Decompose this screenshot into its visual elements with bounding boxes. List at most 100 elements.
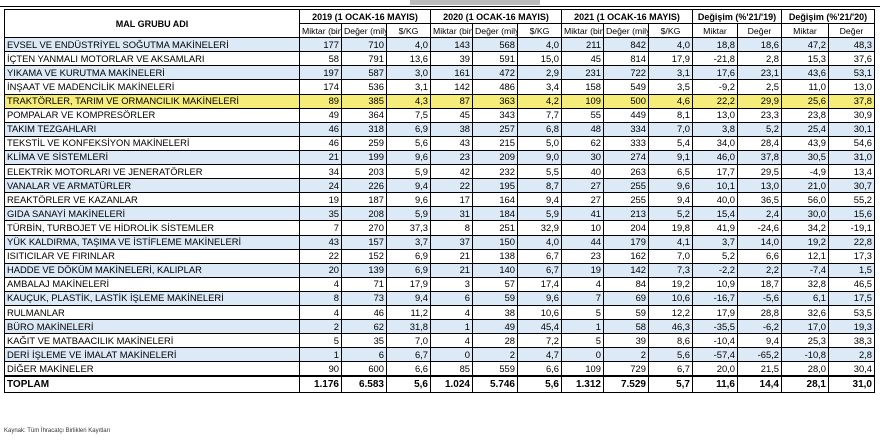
cell-2021-kg: 5,7 xyxy=(648,375,693,394)
cell-2019-kg: 37,3 xyxy=(386,220,431,236)
cell-2020-miktar: 22 xyxy=(430,178,473,194)
cell-2021-miktar: 62 xyxy=(561,135,604,151)
cell-2019-kg: 7,5 xyxy=(386,107,431,123)
cell-2021-kg: 9,6 xyxy=(648,178,693,194)
cell-chg19-miktar: 22,2 xyxy=(692,93,738,109)
cell-2020-miktar: 21 xyxy=(430,248,473,264)
cell-2019-kg: 6,9 xyxy=(386,248,431,264)
cell-chg20-deger: 17,3 xyxy=(828,248,875,264)
cell-chg20-miktar: 32,6 xyxy=(781,304,829,321)
cell-2020-deger: 363 xyxy=(472,93,518,109)
cell-2020-miktar: 143 xyxy=(430,37,473,53)
table-row: DERİ İŞLEME VE İMALAT MAKİNELERİ 1 6 6,7 0 2 4… xyxy=(4,347,875,363)
cell-2021-deger: 263 xyxy=(603,164,649,180)
cell-2020-kg: 5,5 xyxy=(517,164,562,180)
cell-2019-deger: 710 xyxy=(341,37,387,53)
cell-2021-miktar: 7 xyxy=(561,290,604,306)
cell-chg20-miktar: 25,3 xyxy=(781,333,829,349)
cell-2019-kg: 17,9 xyxy=(386,276,431,292)
cell-2021-miktar: 231 xyxy=(561,65,604,81)
table-row: TÜRBİN, TURBOJET VE HİDROLİK SİSTEMLER 7 2… xyxy=(4,220,875,236)
cell-2019-kg: 11,2 xyxy=(386,304,431,321)
cell-2019-miktar: 2 xyxy=(299,319,342,335)
cell-2020-kg: 6,6 xyxy=(517,361,562,377)
cell-2021-deger: 334 xyxy=(603,121,649,137)
cell-chg20-deger: 53,1 xyxy=(828,65,875,81)
cell-2019-deger: 157 xyxy=(341,234,387,250)
subheader-chg19-miktar: Miktar xyxy=(692,23,738,39)
cell-2021-kg: 17,9 xyxy=(648,51,693,67)
cell-2019-miktar: 1.176 xyxy=(299,375,342,394)
cell-2021-kg: 4,1 xyxy=(648,234,693,250)
cell-2021-deger: 7.529 xyxy=(603,375,649,394)
table-row: YÜK KALDIRMA, TAŞIMA VE İSTİFLEME MAKİNE… xyxy=(4,234,875,250)
year-2020-header: 2020 (1 OCAK-16 MAYIS) xyxy=(430,8,562,25)
row-label: TAKIM TEZGAHLARI xyxy=(4,121,300,137)
subheader-chg20-miktar: Miktar xyxy=(781,23,829,39)
row-label: TEKSTİL VE KONFEKSİYON MAKİNELERİ xyxy=(4,135,300,151)
table-row: TAKIM TEZGAHLARI 46 318 6,9 38 257 6,8 48 334 7,0… xyxy=(4,121,875,137)
subheader-2019-deger: Değer (milyon $) xyxy=(341,23,387,39)
cell-2019-kg: 5,9 xyxy=(386,206,431,222)
cell-chg20-miktar: -10,8 xyxy=(781,347,829,363)
cropped-title-bar xyxy=(410,0,540,5)
cell-2019-miktar: 19 xyxy=(299,192,342,208)
cell-2020-miktar: 87 xyxy=(430,93,473,109)
cell-2020-kg: 3,4 xyxy=(517,79,562,95)
top-cropped-title-strip xyxy=(0,0,880,7)
table-row: TRAKTÖRLER, TARIM VE ORMANCILIK MAKİNELE… xyxy=(4,93,875,109)
cell-chg19-deger: 29,9 xyxy=(737,93,782,109)
cell-2020-kg: 9,0 xyxy=(517,149,562,166)
cell-chg19-miktar: 10,9 xyxy=(692,276,738,292)
cell-chg19-deger: 13,0 xyxy=(737,178,782,194)
subheader-2021-miktar: Miktar (bin ton) xyxy=(561,23,604,39)
row-label: HADDE VE DÖKÜM MAKİNELERİ, KALIPLAR xyxy=(4,262,300,278)
cell-2019-deger: 587 xyxy=(341,65,387,81)
cell-chg19-miktar: 11,6 xyxy=(692,375,738,394)
cell-2019-kg: 4,3 xyxy=(386,93,431,109)
subheader-2019-kg: $/KG xyxy=(386,23,431,39)
table-row: EVSEL VE ENDÜSTRİYEL SOĞUTMA MAKİNELERİ 1… xyxy=(4,37,875,53)
cell-2019-miktar: 8 xyxy=(299,290,342,306)
cell-2021-deger: 59 xyxy=(603,304,649,321)
cell-chg20-deger: 54,6 xyxy=(828,135,875,151)
cell-chg20-miktar: 11,0 xyxy=(781,79,829,95)
cell-2021-miktar: 48 xyxy=(561,121,604,137)
cell-2019-kg: 3,7 xyxy=(386,234,431,250)
cell-chg19-miktar: 15,4 xyxy=(692,206,738,222)
row-label: ELEKTRİK MOTORLARI VE JENERATÖRLER xyxy=(4,164,300,180)
cell-2020-deger: 28 xyxy=(472,333,518,349)
cell-chg19-miktar: -9,2 xyxy=(692,79,738,95)
cell-chg19-deger: 14,0 xyxy=(737,234,782,250)
cell-2021-miktar: 40 xyxy=(561,164,604,180)
cell-2019-miktar: 21 xyxy=(299,149,342,166)
cell-chg19-deger: 29,5 xyxy=(737,164,782,180)
table-row: REAKTÖRLER VE KAZANLAR 19 187 9,6 17 164 9,4 27… xyxy=(4,192,875,208)
cell-2020-deger: 232 xyxy=(472,164,518,180)
cell-2021-miktar: 10 xyxy=(561,220,604,236)
cell-chg19-deger: 6,6 xyxy=(737,248,782,264)
cell-chg19-miktar: 17,9 xyxy=(692,304,738,321)
cell-2020-kg: 7,7 xyxy=(517,107,562,123)
cell-2020-miktar: 37 xyxy=(430,234,473,250)
cell-2020-deger: 57 xyxy=(472,276,518,292)
cell-chg19-deger: 2,4 xyxy=(737,206,782,222)
cell-2019-miktar: 174 xyxy=(299,79,342,95)
cell-2021-kg: 7,3 xyxy=(648,262,693,278)
cell-chg19-deger: -5,6 xyxy=(737,290,782,306)
cell-2021-miktar: 23 xyxy=(561,248,604,264)
cell-2019-miktar: 5 xyxy=(299,333,342,349)
cell-2020-kg: 4,7 xyxy=(517,347,562,363)
cell-2019-miktar: 1 xyxy=(299,347,342,363)
row-label: TOPLAM xyxy=(4,375,300,394)
cell-chg19-miktar: -16,7 xyxy=(692,290,738,306)
cell-chg19-miktar: 5,2 xyxy=(692,248,738,264)
row-label: KAĞIT VE MATBAACILIK MAKİNELERİ xyxy=(4,333,300,349)
year-2019-header: 2019 (1 OCAK-16 MAYIS) xyxy=(299,8,431,25)
cell-chg20-miktar: 19,2 xyxy=(781,234,829,250)
cell-chg19-miktar: -57,4 xyxy=(692,347,738,363)
cell-chg20-miktar: 21,0 xyxy=(781,178,829,194)
cell-2019-kg: 31,8 xyxy=(386,319,431,335)
cell-chg20-miktar: -7,4 xyxy=(781,262,829,278)
